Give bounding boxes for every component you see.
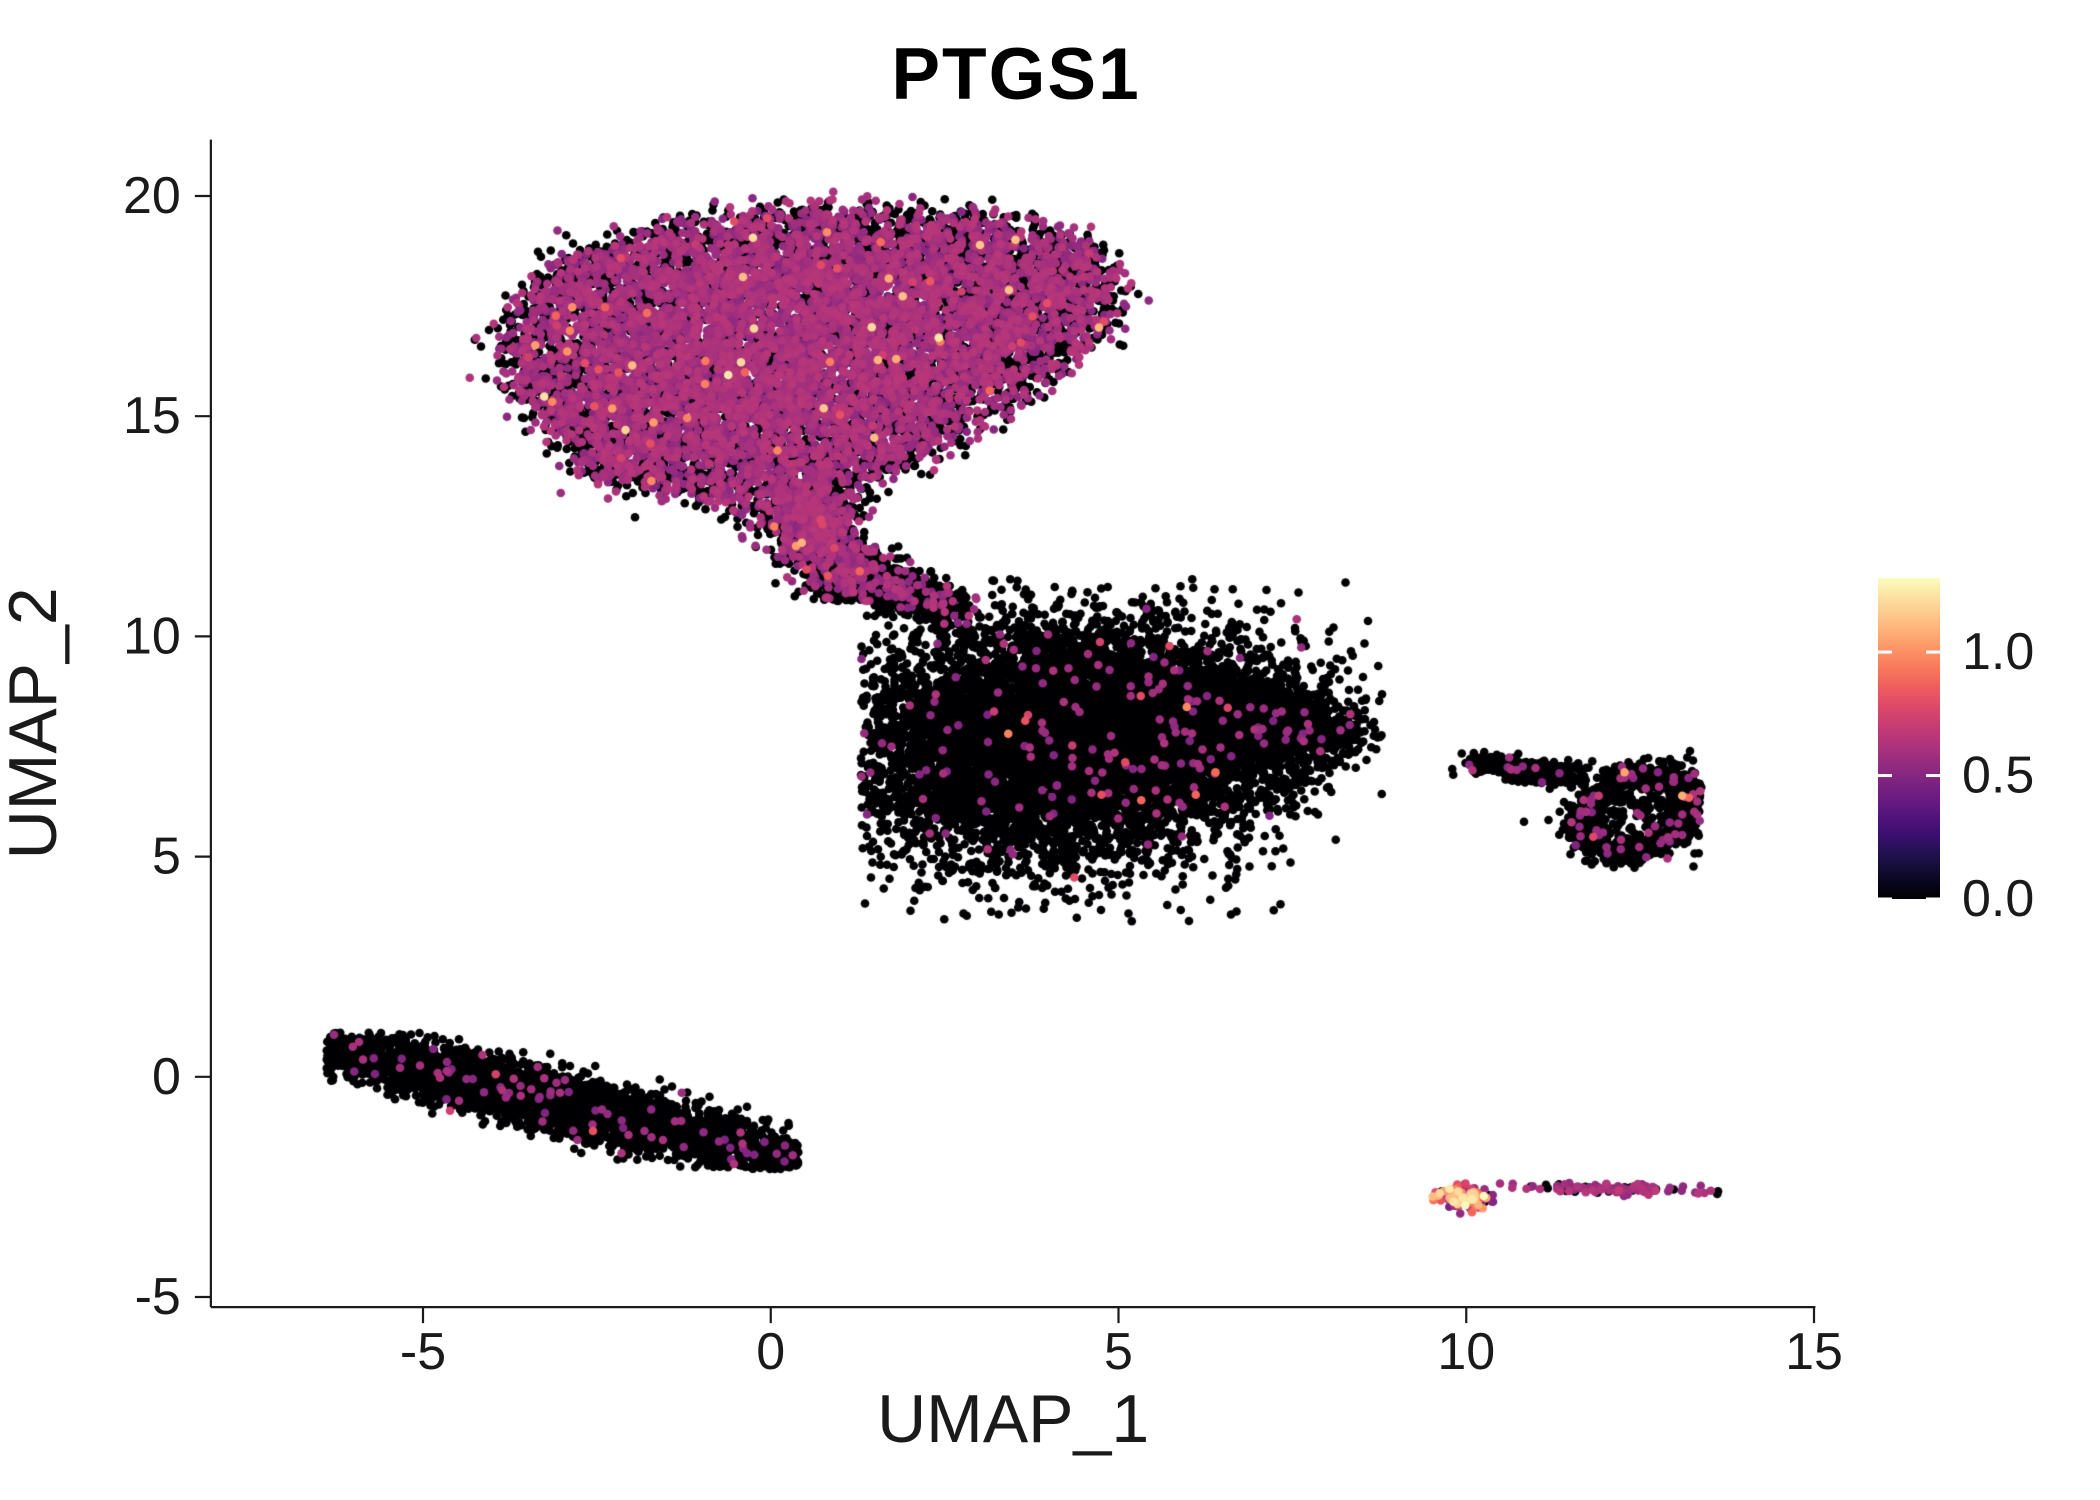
svg-text:0.0: 0.0 — [1962, 870, 2034, 928]
svg-text:0: 0 — [756, 1323, 785, 1381]
svg-text:20: 20 — [123, 167, 181, 225]
svg-text:0: 0 — [152, 1048, 181, 1106]
svg-text:15: 15 — [1785, 1323, 1843, 1381]
svg-text:10: 10 — [123, 607, 181, 665]
svg-text:1.0: 1.0 — [1962, 623, 2034, 681]
svg-text:15: 15 — [123, 387, 181, 445]
svg-text:-5: -5 — [400, 1323, 446, 1381]
svg-text:UMAP_2: UMAP_2 — [0, 587, 71, 859]
svg-text:5: 5 — [152, 828, 181, 886]
svg-text:5: 5 — [1104, 1323, 1133, 1381]
svg-text:0.5: 0.5 — [1962, 747, 2034, 805]
svg-text:10: 10 — [1437, 1323, 1495, 1381]
svg-text:-5: -5 — [135, 1268, 181, 1326]
svg-text:UMAP_1: UMAP_1 — [877, 1381, 1149, 1457]
